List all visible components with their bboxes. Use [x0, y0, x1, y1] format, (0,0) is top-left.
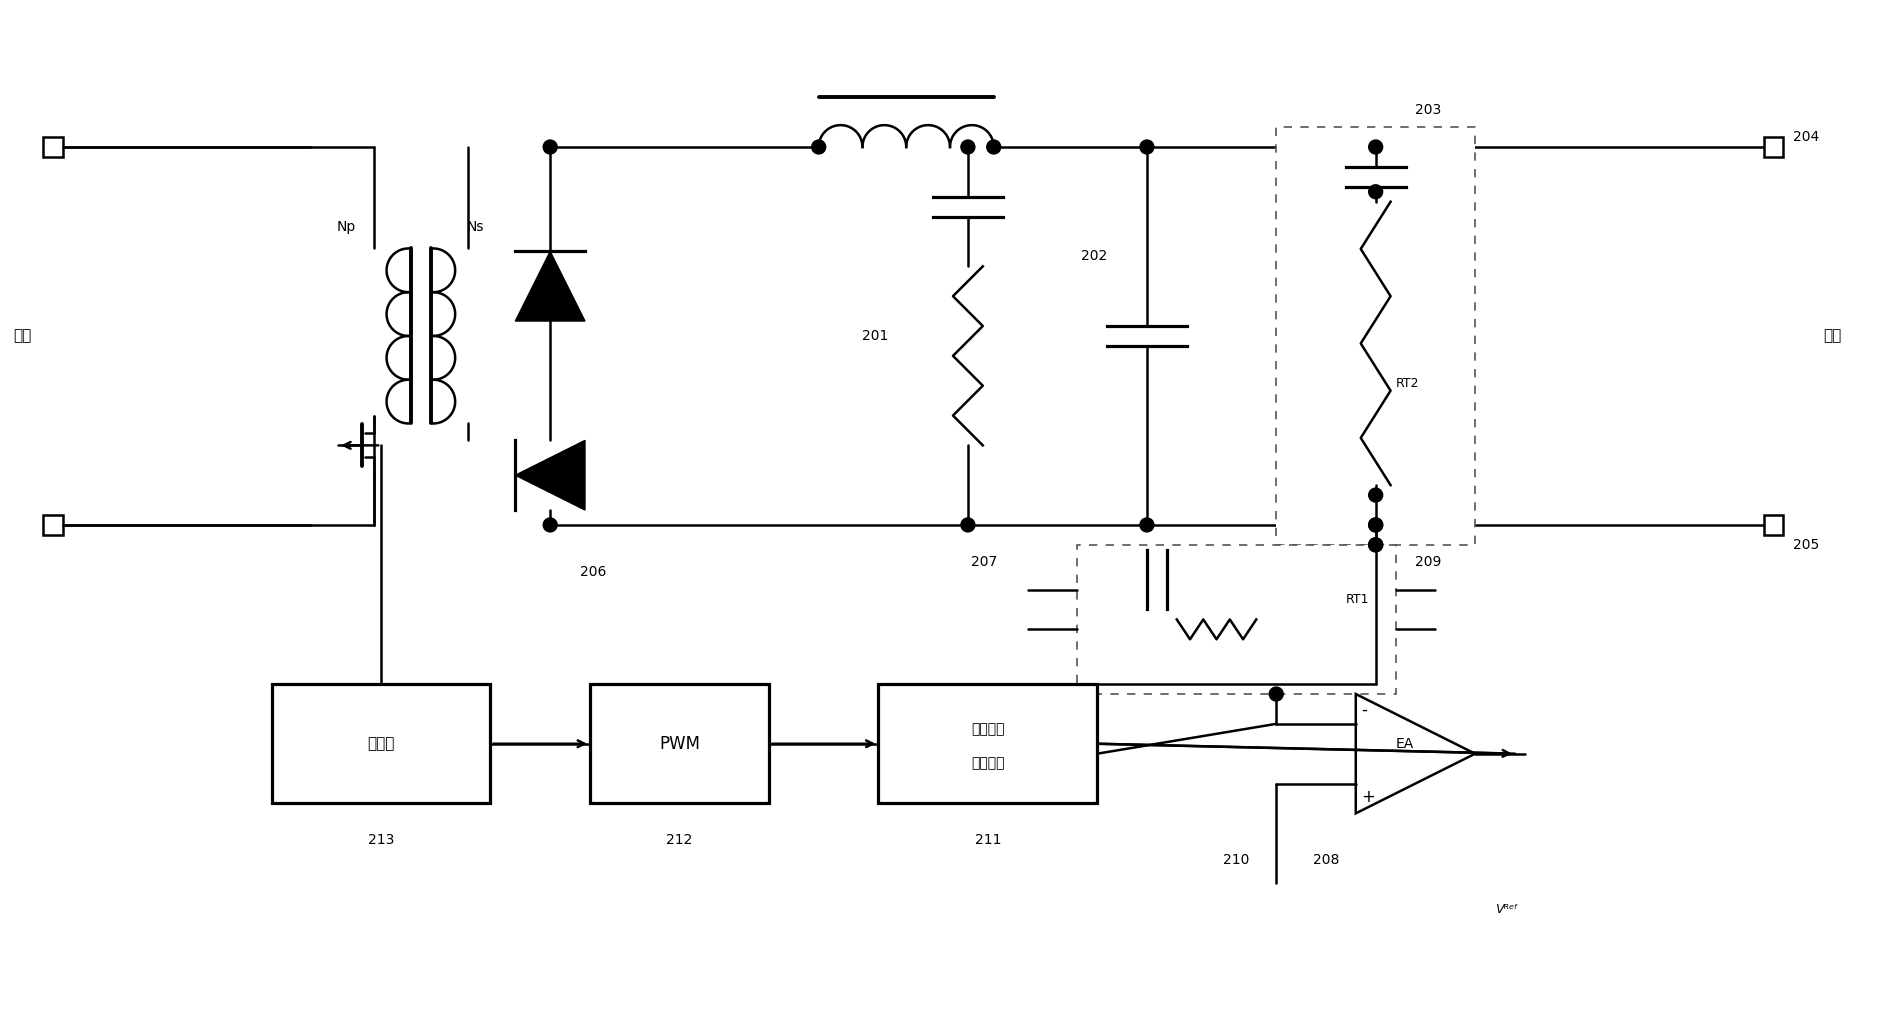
Bar: [271, 684, 491, 804]
Bar: [1077, 545, 1395, 694]
Text: 210: 210: [1223, 853, 1249, 867]
Circle shape: [544, 518, 557, 532]
Circle shape: [1268, 687, 1284, 701]
Text: RT2: RT2: [1395, 377, 1418, 390]
Text: 隔离传输: 隔离传输: [971, 722, 1005, 736]
Bar: [590, 684, 770, 804]
Bar: [878, 684, 1098, 804]
Circle shape: [1139, 518, 1155, 532]
Circle shape: [1369, 140, 1382, 154]
Text: -: -: [1361, 701, 1367, 719]
Text: Np: Np: [337, 219, 356, 234]
Text: 输出: 输出: [1824, 328, 1841, 343]
Text: 205: 205: [1794, 538, 1820, 551]
Circle shape: [986, 140, 1001, 154]
Bar: [1276, 127, 1475, 545]
Circle shape: [1369, 518, 1382, 532]
Text: EA: EA: [1395, 737, 1414, 750]
Bar: [1763, 137, 1784, 157]
Circle shape: [1369, 538, 1382, 551]
Text: 206: 206: [580, 565, 607, 579]
Text: RT1: RT1: [1346, 593, 1369, 606]
Text: 驱动器: 驱动器: [368, 736, 394, 751]
Circle shape: [1369, 184, 1382, 199]
Bar: [1763, 515, 1784, 535]
Text: 204: 204: [1794, 130, 1820, 145]
Text: PWM: PWM: [660, 735, 700, 752]
Text: 208: 208: [1312, 853, 1339, 867]
Text: Vᴿᵉᶠ: Vᴿᵉᶠ: [1496, 903, 1519, 916]
Circle shape: [544, 140, 557, 154]
Polygon shape: [516, 251, 586, 321]
Bar: [44, 137, 63, 157]
Text: Ns: Ns: [466, 219, 483, 234]
Text: 输入: 输入: [13, 328, 32, 343]
Text: 201: 201: [863, 329, 889, 343]
Text: 207: 207: [971, 555, 997, 569]
Text: 202: 202: [1081, 249, 1107, 263]
Text: +: +: [1361, 788, 1375, 807]
Text: 213: 213: [368, 833, 394, 848]
Text: 203: 203: [1416, 104, 1441, 117]
Circle shape: [1369, 538, 1382, 551]
Circle shape: [811, 140, 825, 154]
Circle shape: [961, 140, 975, 154]
Bar: [44, 515, 63, 535]
Circle shape: [961, 518, 975, 532]
Polygon shape: [516, 441, 586, 510]
Circle shape: [1139, 140, 1155, 154]
Text: 211: 211: [975, 833, 1001, 848]
Circle shape: [1369, 488, 1382, 502]
Circle shape: [1369, 518, 1382, 532]
Text: （放大）: （放大）: [971, 756, 1005, 771]
Text: 209: 209: [1416, 555, 1441, 569]
Text: 212: 212: [665, 833, 692, 848]
